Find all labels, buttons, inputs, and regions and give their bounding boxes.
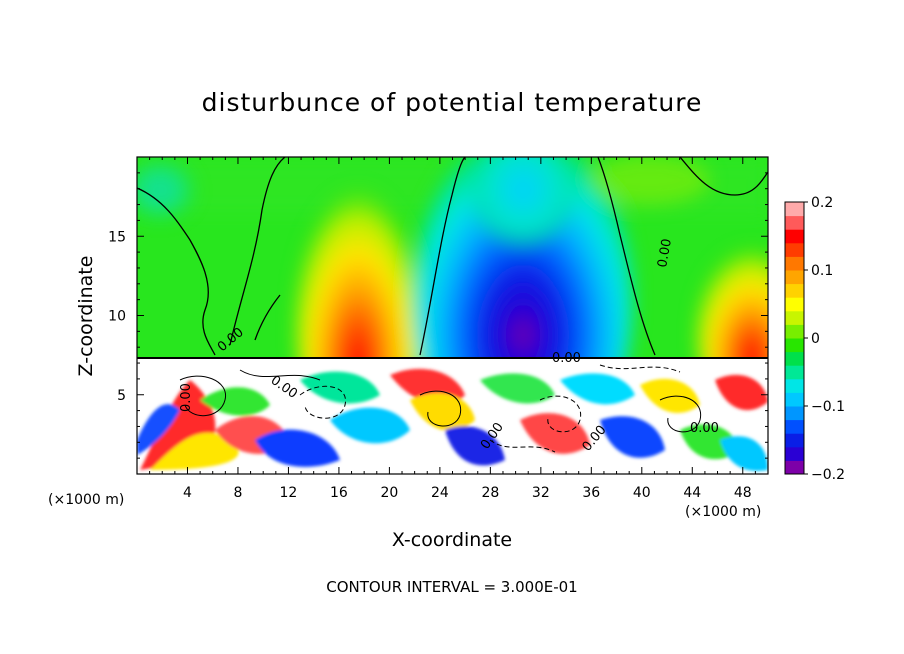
colorbar-swatch <box>785 297 804 312</box>
x-tick-label: 16 <box>330 485 348 501</box>
y-axis-ticks: 5 10 15 <box>108 172 768 459</box>
eddy-cyan-2 <box>560 373 635 405</box>
colorbar-tick-label: −0.1 <box>811 399 845 415</box>
swirl-6 <box>599 364 681 373</box>
zero-contour-left-3 <box>254 294 281 341</box>
colorbar-swatch <box>785 460 804 475</box>
eddy-red-4 <box>520 413 590 454</box>
colorbar-swatch <box>785 202 804 217</box>
eddy-blue-left <box>137 404 180 455</box>
x-axis-label: X-coordinate <box>392 529 512 551</box>
yellow-patch-right <box>590 157 710 205</box>
colorbar-swatch <box>785 215 804 230</box>
cold-plume-upper <box>468 157 578 250</box>
eddy-red-5 <box>715 374 768 411</box>
contour-label-2: 0.00 <box>655 238 675 269</box>
colorbar-swatch <box>785 433 804 448</box>
x-tick-label: 40 <box>633 485 651 501</box>
x-tick-label: 28 <box>481 485 499 501</box>
contour-label-8: 0.00 <box>690 421 719 436</box>
eddy-blue-2 <box>255 429 340 467</box>
plot-area <box>137 157 768 474</box>
colorbar-swatch <box>785 283 804 298</box>
eddy-green-1 <box>200 387 270 416</box>
eddy-yellow-left <box>150 432 239 470</box>
x-axis-ticks: 4 8 12 16 20 24 28 32 36 40 44 48 <box>149 157 756 501</box>
swirl-8 <box>489 439 556 453</box>
eddy-blue-3 <box>445 426 505 466</box>
colorbar-swatch <box>785 351 804 366</box>
zero-contour-center-left <box>419 157 466 356</box>
eddy-blue-4 <box>600 416 665 458</box>
x-tick-label: 4 <box>183 485 192 501</box>
colorbar-swatch <box>785 378 804 393</box>
zero-contour-left-2 <box>229 157 286 346</box>
colorbar-swatch <box>785 338 804 353</box>
eddy-cyan-3 <box>720 436 768 471</box>
zero-contour-left <box>137 187 216 356</box>
colorbar-swatch <box>785 229 804 244</box>
swirl-4 <box>539 395 582 433</box>
zero-contour-right <box>679 157 768 196</box>
y-axis-label: Z-coordinate <box>75 256 97 377</box>
swirl-5 <box>659 395 702 433</box>
x-tick-label: 48 <box>734 485 752 501</box>
colorbar-tick-label: 0.1 <box>811 263 833 279</box>
eddy-cyan-1 <box>330 407 410 444</box>
x-tick-label: 36 <box>582 485 600 501</box>
colorbar-swatch <box>785 270 804 285</box>
x-tick-label: 8 <box>233 485 242 501</box>
contour-interval-note: CONTOUR INTERVAL = 3.000E-01 <box>326 578 577 596</box>
x-unit-right: (×1000 m) <box>685 504 761 520</box>
colorbar-frame <box>784 201 805 475</box>
y-tick-label: 5 <box>117 388 126 404</box>
x-tick-label: 44 <box>683 485 701 501</box>
colorbar-swatch <box>785 392 804 407</box>
colorbar-swatch <box>785 365 804 380</box>
colorbar <box>785 202 804 475</box>
zero-contours <box>137 157 768 356</box>
turbulent-layer <box>137 358 768 474</box>
x-tick-label: 24 <box>431 485 449 501</box>
swirl-1 <box>179 375 226 417</box>
contour-label-3: 0.00 <box>552 351 581 366</box>
colorbar-swatch <box>785 310 804 325</box>
eddy-green-3 <box>480 373 555 404</box>
colorbar-swatch <box>785 256 804 271</box>
swirl-contours <box>179 364 702 453</box>
colorbar-swatch <box>785 406 804 421</box>
y-tick-label: 10 <box>108 309 126 325</box>
colorbar-ticks: 0.2 0.1 0 −0.1 −0.2 <box>804 195 845 483</box>
x-tick-label: 12 <box>280 485 298 501</box>
colorbar-tick-label: −0.2 <box>811 467 845 483</box>
swirl-2 <box>299 385 346 419</box>
colorbar-tick-label: 0.2 <box>811 195 833 211</box>
swirl-7 <box>239 369 321 381</box>
colorbar-swatch <box>785 324 804 339</box>
colorbar-swatch <box>785 242 804 257</box>
x-tick-label: 32 <box>532 485 550 501</box>
eddy-yellow-3 <box>640 378 700 413</box>
chart-title: disturbunce of potential temperature <box>202 88 703 117</box>
x-unit-left: (×1000 m) <box>48 492 124 508</box>
colorbar-tick-label: 0 <box>811 331 820 347</box>
x-tick-label: 20 <box>380 485 398 501</box>
swirl-3 <box>419 390 462 427</box>
cyan-patch-left <box>137 160 195 220</box>
zero-contour-center-right <box>597 157 656 356</box>
y-tick-label: 15 <box>108 229 126 245</box>
colorbar-swatch <box>785 446 804 461</box>
contour-label-4: 0.00 <box>179 383 194 412</box>
colorbar-swatch <box>785 419 804 434</box>
